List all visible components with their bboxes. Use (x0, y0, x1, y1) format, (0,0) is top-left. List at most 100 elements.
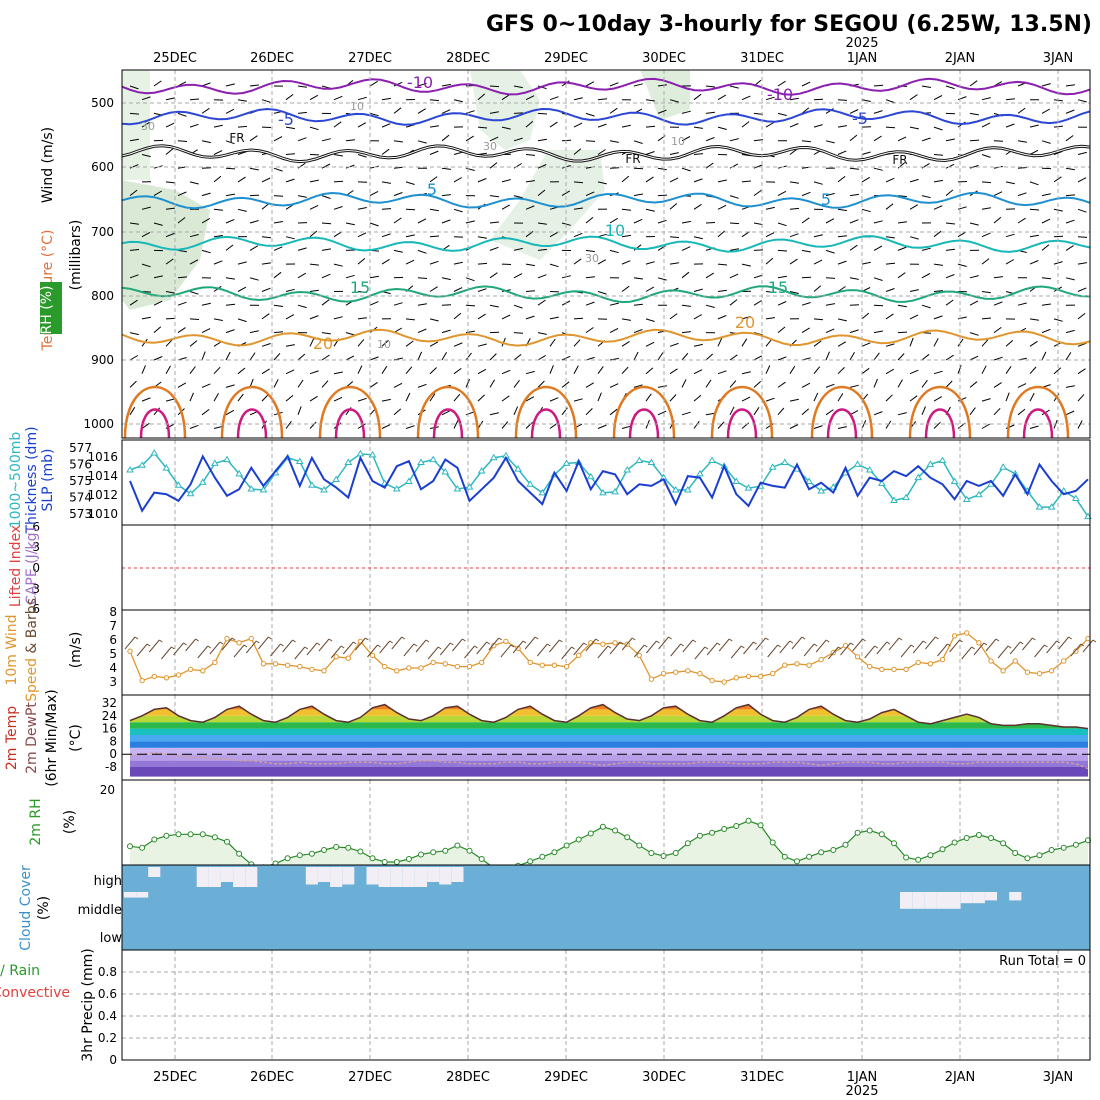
wind10m-barb-flag (328, 638, 333, 642)
wind-barb (429, 341, 439, 347)
rh-point (733, 823, 740, 829)
wind-speed-point (721, 679, 727, 685)
wind-barb (993, 191, 1003, 197)
wind-barb (597, 181, 607, 185)
wind-barb (489, 353, 497, 361)
wind-barb (825, 409, 834, 416)
wind-barb (621, 175, 630, 183)
temp2m-minmax-label: (6hr Min/Max) (44, 689, 60, 786)
wind-barb (561, 381, 570, 388)
wind-barb (525, 315, 535, 320)
wind-barb (585, 112, 595, 117)
wind-barb (765, 338, 773, 347)
wind-barb (357, 207, 367, 210)
x-date-label-top: 28DEC (446, 51, 490, 66)
wind-barb (357, 154, 367, 158)
wind-barb (429, 393, 436, 402)
wind-barb (165, 365, 171, 374)
wind-barb (1017, 167, 1028, 169)
wind-barb (153, 356, 163, 361)
wind-barb (357, 122, 367, 128)
wind-barb (201, 328, 211, 334)
wind10m-label: 10m Wind (4, 614, 20, 685)
slp-point (392, 485, 401, 492)
wind-barb (1029, 260, 1039, 265)
wind-barb (969, 80, 978, 87)
wind-barb (873, 167, 883, 171)
wind-barb (537, 274, 547, 279)
wind-barb (213, 318, 223, 321)
wind-barb (585, 217, 594, 224)
slp-point (211, 459, 219, 466)
wind-barb (825, 303, 835, 306)
y-tick-label: 7 (109, 619, 117, 633)
wind-speed-point (139, 677, 145, 684)
wind10m-barb (1082, 639, 1094, 653)
wind-barb (141, 365, 146, 374)
slp-point (744, 484, 753, 491)
wind-barb (825, 249, 835, 254)
surface-isotherm (530, 408, 562, 439)
contour-label: -5 (278, 110, 294, 129)
slp-point (635, 456, 644, 464)
wind10m-barb (888, 637, 900, 651)
wind10m-barb (294, 646, 306, 660)
temp-band (130, 735, 1088, 742)
wind-barb (285, 369, 295, 375)
cloud-cell (972, 892, 985, 904)
wind-barb (333, 154, 343, 157)
wind-speed-point (200, 668, 206, 674)
wind-barb (405, 318, 415, 321)
wind-barb (429, 150, 439, 155)
wind-barb (321, 138, 331, 142)
thickness-unit-label: Thickness (dm) (24, 426, 40, 534)
cloud-cell (415, 867, 428, 887)
wind10m-barb-flag (559, 639, 563, 643)
contour-label: 15 (768, 278, 788, 297)
wind-barb (801, 107, 810, 114)
wind-barb (969, 300, 979, 306)
wind10m-barb-flag (268, 636, 272, 640)
wind-barb (933, 315, 943, 320)
wind-barb (261, 262, 271, 265)
wind-speed-point (879, 666, 885, 673)
wind-barb (345, 355, 355, 361)
wind-barb (261, 394, 269, 402)
wind-barb (201, 249, 211, 254)
wind-barb (1077, 420, 1083, 429)
wind-barb (1077, 368, 1086, 375)
slp-point (174, 481, 183, 488)
wind-barb (1029, 181, 1039, 186)
wind-barb (225, 140, 235, 145)
wind-speed-point (406, 665, 412, 671)
y-tick-label: 1016 (87, 450, 118, 464)
year-label-top: 2025 (845, 36, 878, 51)
wind10m-barb-flag (741, 645, 745, 649)
wind-barb (873, 135, 882, 142)
wind-barb (429, 208, 439, 212)
x-date-label-top: 25DEC (153, 51, 197, 66)
wind-barb (729, 138, 739, 142)
temp-band (130, 709, 1088, 716)
wind-barb (213, 425, 223, 429)
wind10m-barb-flag (365, 637, 369, 641)
wind-barb (969, 381, 978, 388)
cloud-cell (305, 867, 318, 885)
wind-barb (393, 107, 402, 114)
cloud-row-label: high (94, 874, 122, 889)
rh-point (624, 834, 631, 841)
wind-barb (837, 99, 848, 101)
rh-point (672, 850, 679, 856)
wind-barb (681, 411, 691, 416)
wind-barb (189, 318, 200, 320)
cloud-cell (123, 892, 136, 898)
wind-barb (513, 247, 523, 251)
wind-barb (645, 286, 655, 292)
wind-barb (141, 263, 151, 268)
y-tick-label: 6 (32, 602, 40, 616)
wind10m-barb-flag (947, 643, 951, 647)
wind-barb (1065, 385, 1075, 388)
wind-barb (453, 208, 463, 213)
wind-barb (501, 179, 511, 183)
wind-speed-point (733, 675, 739, 681)
